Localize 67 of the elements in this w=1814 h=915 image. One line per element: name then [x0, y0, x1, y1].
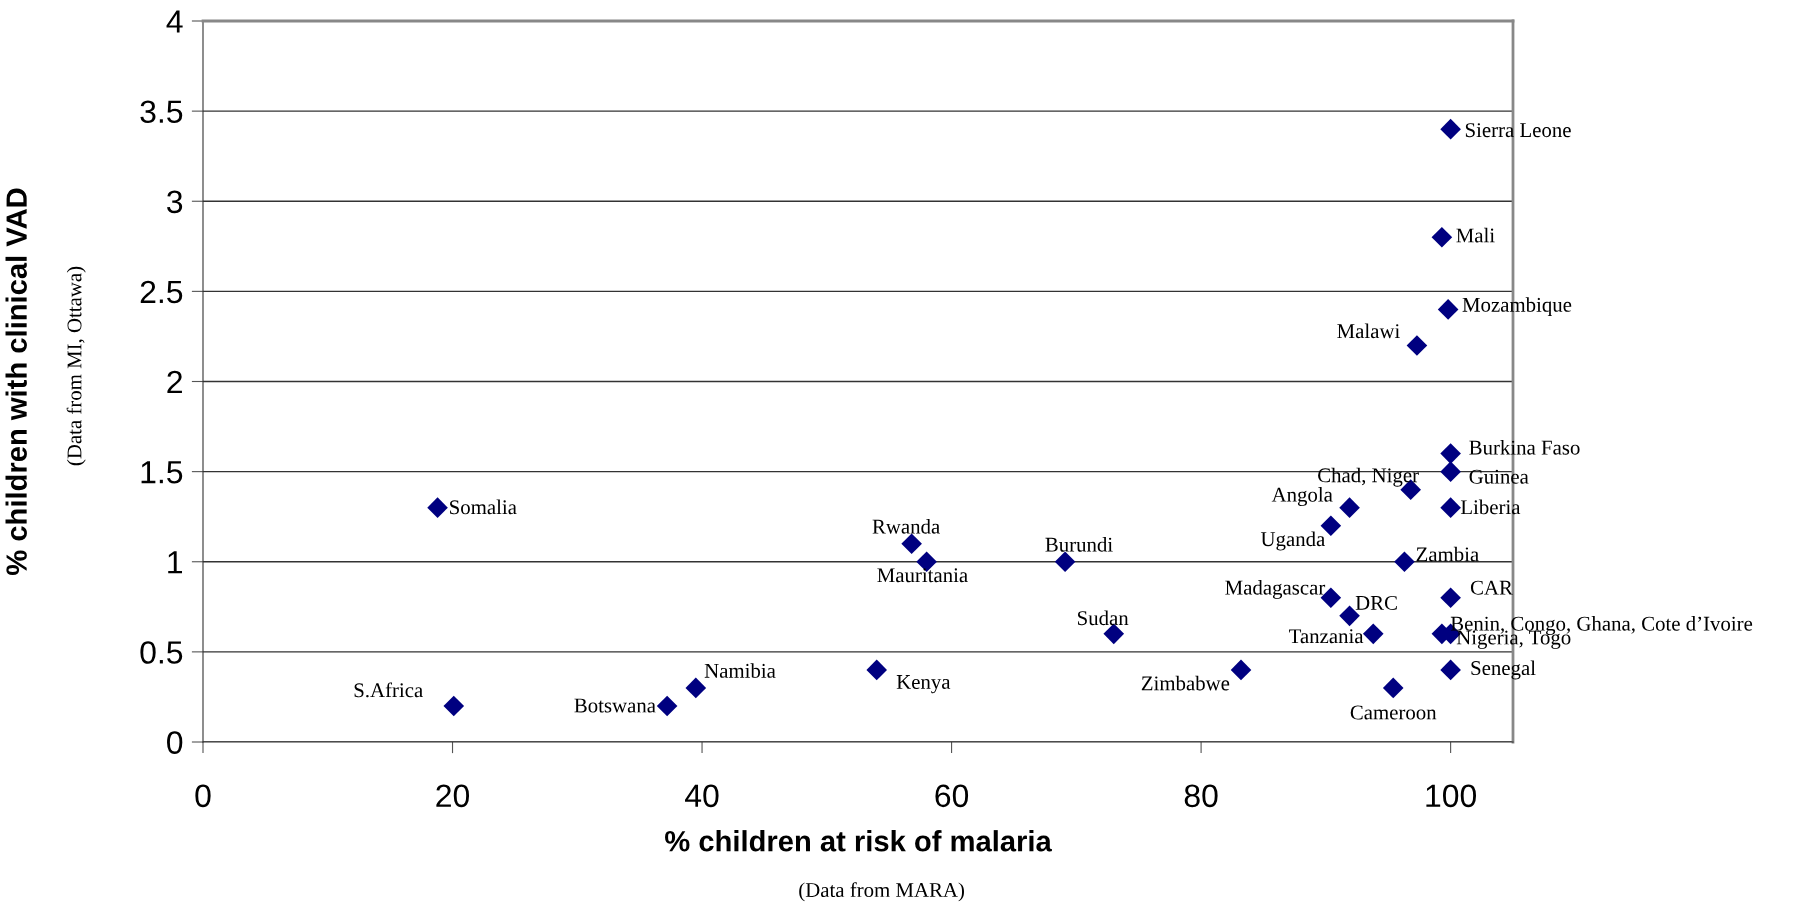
y-tick-label: 3 [167, 190, 183, 214]
point [443, 695, 465, 717]
annotation: Chad, Niger [1318, 467, 1419, 487]
y-tick-label: 0.5 [140, 641, 183, 664]
annotation: Tanzania [1289, 629, 1364, 644]
annotation: Botswana [574, 698, 656, 713]
annotation: Senegal [1471, 660, 1536, 680]
y-tick-label: 4 [166, 10, 183, 33]
annotation: Uganda [1260, 531, 1325, 551]
point [685, 677, 707, 699]
annotation: Madagascar [1225, 579, 1326, 599]
annotation: CAR [1470, 580, 1513, 595]
annotation: Rwanda [872, 519, 940, 534]
point [427, 497, 448, 518]
x-tick-label: 60 [935, 784, 969, 808]
point [1440, 659, 1461, 681]
y-tick-label: 1 [168, 551, 182, 574]
annotation: Zambia [1416, 546, 1479, 562]
annotation: S.Africa [354, 682, 423, 698]
text: (Data from MARA) [799, 882, 964, 902]
annotation: Kenya [896, 675, 951, 694]
y-axis-title: % children with clinical VAD [5, 188, 27, 575]
annotation: Sudan [1078, 610, 1129, 626]
annotation: Namibia [704, 663, 776, 678]
point [1230, 659, 1252, 681]
point [901, 533, 922, 555]
y-tick-label: 2.5 [140, 280, 183, 304]
x-tick-label: 0 [195, 784, 211, 808]
point [1339, 497, 1360, 518]
text: (Data from MI, Ottawa) [66, 266, 86, 466]
point [656, 695, 678, 717]
point [1440, 587, 1461, 609]
y-tick-label: 0 [167, 731, 183, 754]
annotation: Mozambique [1462, 297, 1572, 317]
point [1440, 461, 1461, 482]
x-tick-label: 40 [685, 784, 719, 808]
point [1440, 118, 1461, 140]
annotation: Guinea [1469, 469, 1529, 484]
annotation: Angola [1271, 487, 1333, 507]
annotation: Liberia [1460, 499, 1521, 515]
y-tick-label: 1.5 [141, 461, 183, 484]
point [1054, 551, 1076, 573]
annotation: Malawi [1337, 323, 1400, 339]
x-tick-label: 20 [436, 784, 470, 808]
annotation: DRC [1355, 595, 1397, 610]
point [1394, 551, 1415, 573]
annotation: Zimbabwe [1141, 675, 1230, 691]
point [1437, 299, 1459, 320]
y-tick-label: 2 [167, 370, 182, 394]
annotation: Sierra Leone [1465, 123, 1571, 138]
point [1382, 677, 1404, 699]
point [1362, 623, 1384, 645]
x-tick-label: 100 [1426, 784, 1477, 808]
annotation: Somalia [450, 499, 517, 515]
x-axis-title: % children at risk of malaria [665, 830, 1052, 852]
y-tick-label: 3.5 [140, 100, 183, 124]
point [1406, 335, 1428, 356]
annotation: Mali [1456, 227, 1495, 243]
annotation: Burundi [1045, 537, 1113, 552]
point [1431, 227, 1453, 248]
point [866, 659, 888, 681]
annotation: Burkina Faso [1469, 439, 1580, 455]
annotation: Cameroon [1350, 705, 1437, 720]
x-tick-label: 80 [1184, 784, 1218, 808]
point [1440, 443, 1461, 464]
point [1440, 497, 1461, 518]
annotation: Mauritania [877, 568, 968, 583]
